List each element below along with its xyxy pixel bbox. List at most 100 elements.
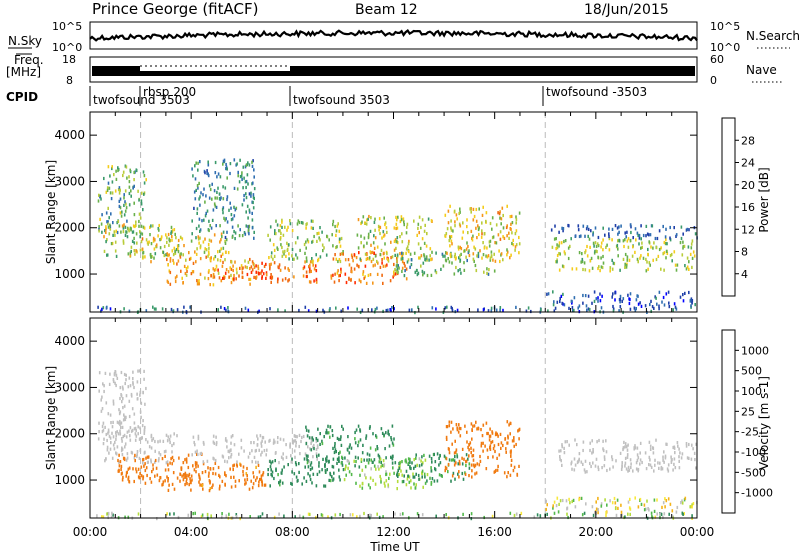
heatmap-cell [505, 450, 507, 454]
heatmap-cell [136, 380, 139, 384]
heatmap-cell [596, 440, 598, 444]
heatmap-cell [555, 260, 557, 264]
heatmap-cell [684, 291, 686, 295]
heatmap-cell [251, 211, 253, 215]
heatmap-cell [589, 461, 591, 466]
heatmap-cell [225, 238, 228, 242]
heatmap-cell [117, 432, 120, 436]
heatmap-cell [509, 421, 512, 426]
heatmap-cell [622, 239, 625, 243]
heatmap-cell [237, 174, 239, 178]
heatmap-cell [340, 267, 342, 271]
heatmap-cell [247, 216, 249, 220]
heatmap-cell [561, 445, 563, 449]
heatmap-cell [277, 277, 279, 281]
heatmap-cell [295, 253, 297, 257]
heatmap-cell [134, 432, 137, 436]
heatmap-cell [559, 457, 561, 461]
heatmap-cell [224, 218, 226, 222]
heatmap-cell [407, 457, 410, 461]
heatmap-cell [510, 463, 513, 467]
heatmap-cell [430, 469, 433, 473]
heatmap-cell [637, 456, 640, 460]
heatmap-cell [267, 233, 269, 237]
heatmap-cell [394, 272, 397, 276]
heatmap-cell [462, 221, 464, 225]
heatmap-cell [302, 515, 305, 519]
heatmap-cell [197, 280, 200, 284]
heatmap-cell [125, 415, 127, 419]
heatmap-cell [417, 473, 420, 478]
heatmap-cell [122, 406, 124, 410]
heatmap-cell [104, 229, 106, 233]
heatmap-cell [649, 447, 652, 451]
heatmap-cell [233, 443, 236, 447]
heatmap-cell [399, 512, 402, 516]
heatmap-cell [98, 229, 100, 233]
heatmap-cell [605, 513, 607, 517]
heatmap-cell [183, 244, 185, 248]
heatmap-cell [448, 451, 451, 455]
heatmap-cell [106, 445, 109, 449]
heatmap-cell [396, 487, 398, 491]
heatmap-cell [101, 395, 103, 399]
heatmap-cell [592, 233, 594, 237]
heatmap-cell [220, 254, 222, 258]
heatmap-cell [629, 223, 632, 227]
heatmap-cell [583, 511, 586, 515]
heatmap-cell [495, 432, 497, 436]
heatmap-cell [328, 238, 330, 242]
y-tick-label: 3000 [54, 174, 85, 188]
heatmap-cell [357, 264, 360, 268]
heatmap-cell [668, 512, 670, 516]
heatmap-cell [246, 204, 249, 208]
heatmap-cell [363, 276, 365, 280]
heatmap-cell [486, 448, 489, 452]
heatmap-cell [495, 308, 498, 312]
heatmap-cell [210, 514, 212, 518]
heatmap-cell [119, 211, 122, 215]
heatmap-cell [223, 158, 226, 162]
heatmap-cell [177, 247, 179, 251]
heatmap-cell [324, 484, 327, 488]
heatmap-cell [342, 252, 344, 256]
heatmap-cell [414, 311, 416, 315]
heatmap-cell [142, 477, 144, 481]
heatmap-cell [142, 170, 145, 174]
heatmap-cell [466, 218, 468, 222]
heatmap-cell [366, 253, 368, 257]
heatmap-cell [108, 216, 110, 220]
freq-bar-3 [290, 66, 695, 76]
heatmap-cell [136, 392, 138, 396]
heatmap-cell [498, 249, 500, 253]
heatmap-cell [202, 462, 205, 466]
heatmap-cell [694, 232, 697, 236]
heatmap-cell [204, 237, 206, 241]
heatmap-cell [253, 275, 255, 279]
heatmap-cell [135, 434, 138, 438]
heatmap-cell [340, 435, 342, 439]
heatmap-cell [132, 382, 134, 386]
heatmap-cell [516, 472, 518, 476]
heatmap-cell [663, 512, 666, 516]
heatmap-cell [357, 424, 360, 428]
heatmap-cell [332, 477, 335, 481]
heatmap-cell [121, 471, 123, 475]
heatmap-cell [626, 453, 629, 457]
heatmap-cell [650, 309, 652, 313]
heatmap-cell [260, 453, 262, 457]
x-tick-label: 00:00 [680, 525, 715, 539]
heatmap-cell [311, 481, 313, 485]
heatmap-cell [586, 254, 589, 258]
heatmap-cell [591, 301, 593, 305]
heatmap-cell [326, 468, 328, 472]
heatmap-cell [512, 469, 515, 473]
heatmap-cell [362, 215, 365, 219]
heatmap-cell [385, 226, 388, 230]
heatmap-cell [331, 433, 334, 438]
heatmap-cell [111, 165, 113, 169]
heatmap-cell [665, 238, 667, 242]
heatmap-cell [118, 186, 121, 190]
heatmap-cell [102, 382, 104, 386]
heatmap-cell [510, 458, 513, 462]
